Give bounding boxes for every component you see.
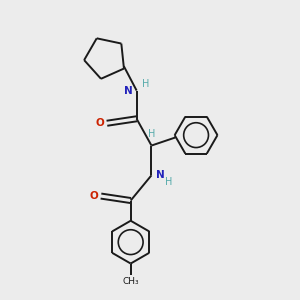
Text: H: H bbox=[165, 177, 172, 187]
Text: H: H bbox=[142, 79, 149, 89]
Text: CH₃: CH₃ bbox=[122, 277, 139, 286]
Text: N: N bbox=[124, 85, 133, 96]
Text: O: O bbox=[96, 118, 104, 128]
Text: H: H bbox=[148, 129, 155, 139]
Text: N: N bbox=[156, 170, 164, 180]
Text: O: O bbox=[90, 191, 99, 201]
